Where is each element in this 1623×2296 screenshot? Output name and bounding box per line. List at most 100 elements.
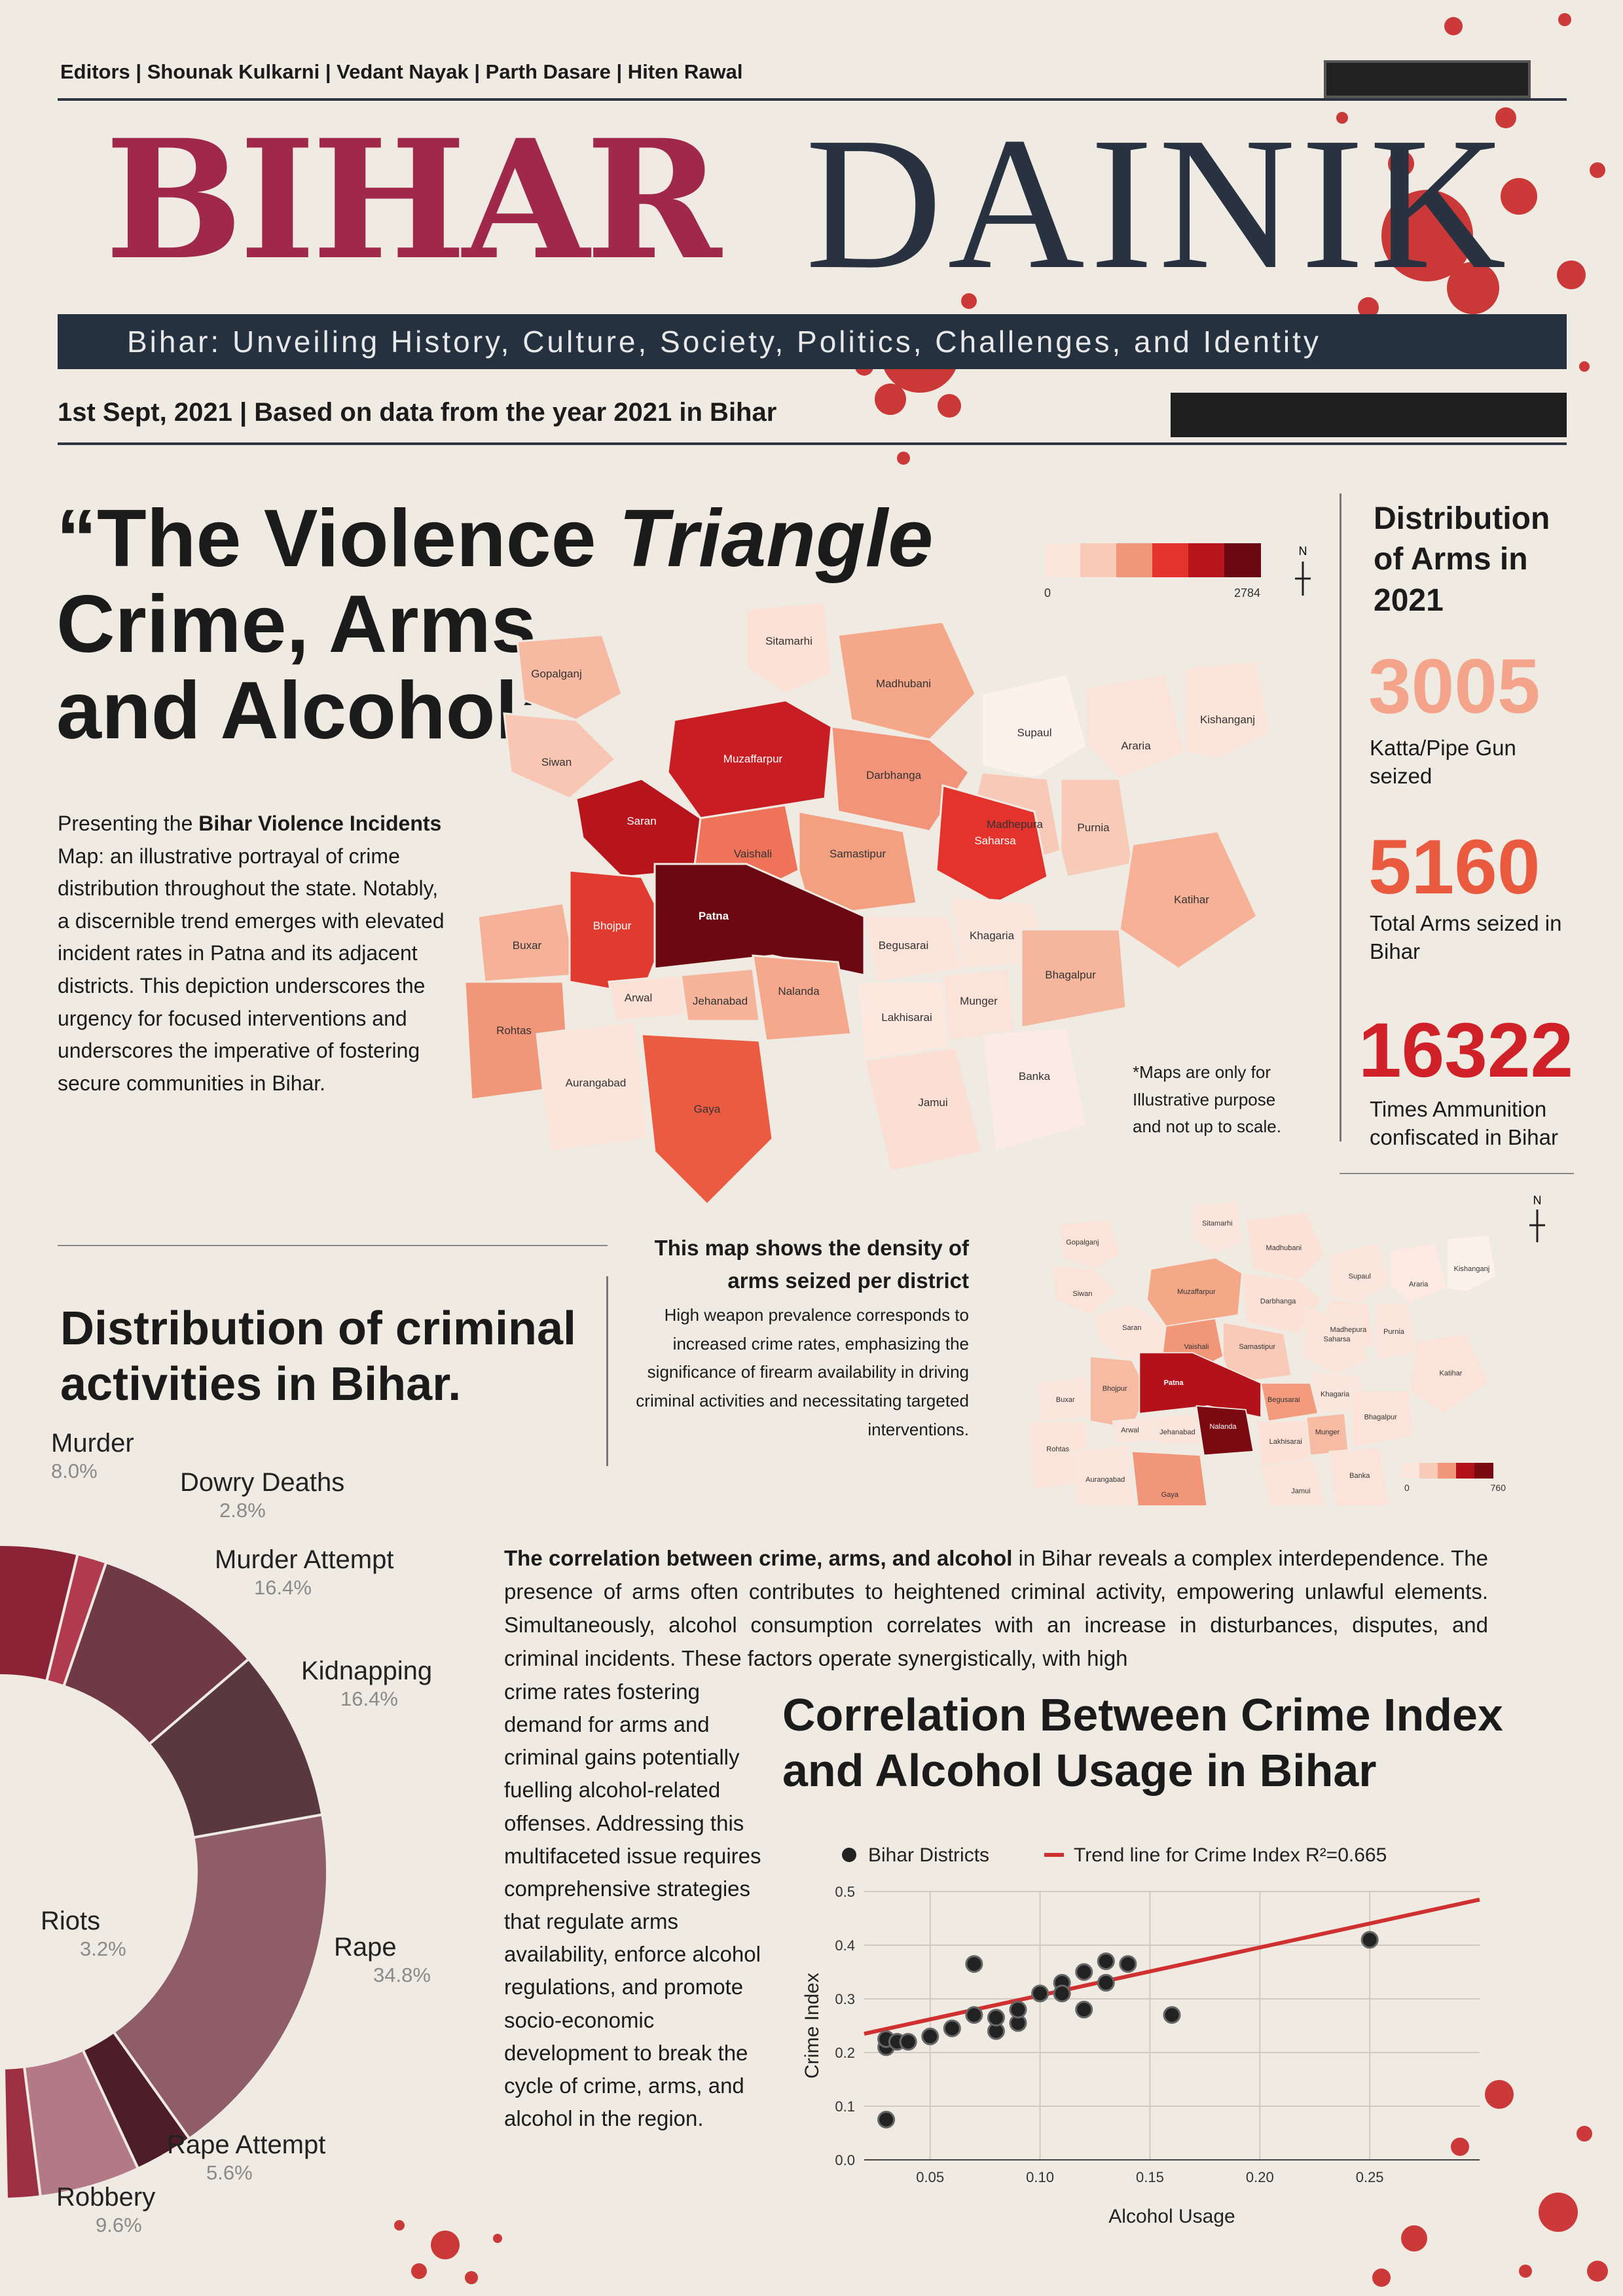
y-tick-label: 0.5 [835, 1884, 855, 1900]
district-gaya [1131, 1450, 1208, 1505]
legend-swatch [1456, 1463, 1475, 1479]
y-tick-label: 0.1 [835, 2098, 855, 2115]
x-tick-label: 0.15 [1136, 2169, 1164, 2185]
district-label-madhepura: Madhepura [1330, 1326, 1368, 1334]
redacted-box-date [1171, 393, 1567, 437]
district-jehanabad [680, 967, 761, 1022]
district-siwan [1051, 1265, 1118, 1316]
tagline-text: Bihar: Unveiling History, Culture, Socie… [127, 325, 1321, 359]
district-label-jehanabad: Jehanabad [1159, 1429, 1195, 1437]
scatter-point [1119, 1955, 1137, 1973]
district-muzaffarpur [666, 699, 833, 819]
legend-swatch [1419, 1463, 1438, 1479]
district-label-gaya: Gaya [1161, 1491, 1179, 1499]
donut-label: Murder [51, 1429, 134, 1458]
district-muzaffarpur [1146, 1257, 1243, 1327]
district-banka [1328, 1446, 1391, 1505]
district-aurangabad [1070, 1443, 1136, 1505]
district-label-gopalganj: Gopalganj [531, 668, 582, 680]
district-label-saran: Saran [627, 815, 656, 827]
legend-min: 0 [1044, 586, 1051, 600]
intro-bold: Bihar Violence Incidents [198, 812, 442, 835]
district-label-jehanabad: Jehanabad [693, 995, 748, 1007]
donut-pct: 16.4% [254, 1576, 312, 1599]
x-tick-label: 0.25 [1356, 2169, 1384, 2185]
district-label-muzaffarpur: Muzaffarpur [723, 753, 783, 765]
legend-point-marker [842, 1848, 856, 1862]
scatter-point [1097, 1952, 1115, 1971]
district-jamui [863, 1046, 983, 1173]
legend-swatch [1044, 543, 1081, 577]
district-label-saran: Saran [1122, 1324, 1141, 1332]
north-arrow-icon: N [1299, 545, 1307, 558]
district-label-kishanganj: Kishanganj [1454, 1265, 1490, 1273]
legend-swatch [1438, 1463, 1457, 1479]
stat-ammo-caption: Times Ammunition confiscated in Bihar [1370, 1097, 1558, 1149]
donut-pct: 2.8% [219, 1499, 266, 1522]
rule-date [58, 442, 1567, 445]
district-sitamarhi [1192, 1200, 1243, 1255]
district-label-munger: Munger [1315, 1429, 1340, 1437]
stat-katta-caption: Katta/Pipe Gun seized [1370, 736, 1516, 788]
district-label-bhagalpur: Bhagalpur [1364, 1413, 1398, 1421]
x-tick-label: 0.10 [1026, 2169, 1054, 2185]
donut-label: Riots [41, 1907, 100, 1935]
scatter-point [1009, 2000, 1027, 2018]
legend-swatch [1224, 543, 1261, 577]
district-purnia [1059, 778, 1134, 878]
legend-swatch [1080, 543, 1117, 577]
masthead-dainik: DAINIK [805, 98, 1512, 308]
district-sitamarhi [745, 601, 833, 695]
donut-label: Robbery [56, 2183, 155, 2212]
legend-swatch [1401, 1463, 1420, 1479]
district-label-nalanda: Nalanda [1209, 1423, 1237, 1431]
intro-post: Map: an illustrative portrayal of crime … [58, 844, 445, 1095]
donut-label: Dowry Deaths [180, 1468, 344, 1497]
district-label-madhepura: Madhepura [987, 818, 1044, 831]
headline-part1: “The Violence [56, 493, 619, 584]
legend-max: 2784 [1234, 586, 1260, 600]
district-supaul [1328, 1242, 1391, 1304]
district-gopalganj [516, 634, 623, 721]
headline-line2: Crime, Arms [56, 579, 536, 670]
district-bhojpur [568, 869, 669, 996]
redacted-box-top [1324, 60, 1531, 98]
district-label-arwal: Arwal [625, 992, 653, 1004]
district-label-begusarai: Begusarai [1267, 1396, 1300, 1404]
correlation-rest: in Bihar reveals a complex interdependen… [504, 1546, 1488, 1671]
district-bhagalpur [1020, 928, 1127, 1029]
scatter-chart: Bihar Districts Trend line for Crime Inde… [801, 1844, 1480, 2227]
district-label-katihar: Katihar [1174, 893, 1209, 906]
district-patna [1139, 1352, 1262, 1418]
district-supaul [981, 673, 1088, 780]
district-label-begusarai: Begusarai [879, 939, 929, 952]
district-label-buxar: Buxar [1056, 1396, 1075, 1404]
scatter-point [1053, 1984, 1071, 2003]
district-label-saharsa: Saharsa [1323, 1335, 1351, 1343]
correlation-bold: The correlation between crime, arms, and… [504, 1546, 1013, 1570]
arms-map: Gopalganj Sitamarhi Madhubani Supaul Araria K… [1029, 1194, 1545, 1505]
scatter-point [1075, 2000, 1093, 2018]
scatter-point [987, 2009, 1005, 2027]
legend-swatch [1474, 1463, 1493, 1479]
district-patna [653, 863, 866, 977]
stat-arms-value: 5160 [1368, 824, 1541, 910]
district-label-aurangabad: Aurangabad [566, 1077, 627, 1089]
district-label-samastipur: Samastipur [1239, 1343, 1275, 1351]
district-label-katihar: Katihar [1440, 1370, 1463, 1378]
intro-paragraph: Presenting the Bihar Violence Incidents … [58, 808, 450, 1100]
donut-label: Rape [334, 1933, 397, 1962]
scatter-point [1075, 1963, 1093, 1981]
district-label-aurangabad: Aurangabad [1085, 1476, 1125, 1484]
district-label-bhojpur: Bhojpur [593, 920, 632, 932]
divider-right [1340, 493, 1341, 1141]
stat-katta-value: 3005 [1368, 643, 1541, 730]
legend-min: 0 [1404, 1482, 1410, 1493]
district-label-vaishali: Vaishali [734, 848, 772, 860]
legend-swatch [1116, 543, 1153, 577]
district-nalanda [1195, 1405, 1254, 1456]
district-label-khagaria: Khagaria [970, 929, 1015, 942]
district-label-banka: Banka [1019, 1070, 1051, 1083]
district-kishanganj [1184, 660, 1271, 761]
district-label-arwal: Arwal [1121, 1427, 1139, 1435]
